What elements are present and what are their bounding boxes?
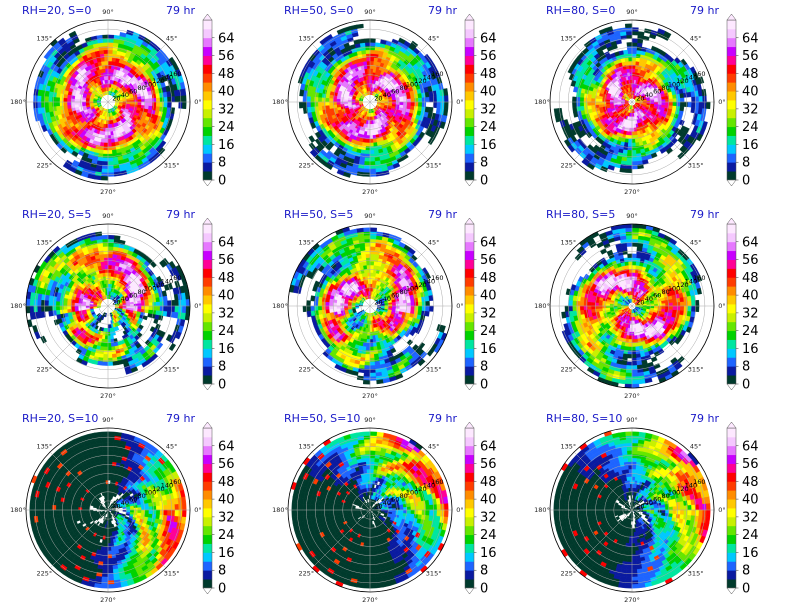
polar-field — [33, 29, 187, 181]
